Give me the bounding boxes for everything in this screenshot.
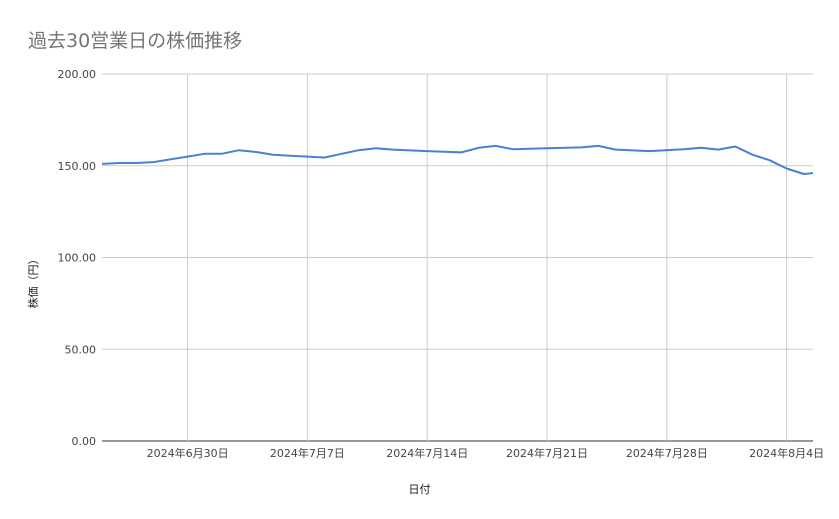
x-tick-label: 2024年7月28日 bbox=[626, 446, 708, 460]
y-tick-label: 50.00 bbox=[65, 343, 97, 356]
series-group bbox=[101, 144, 814, 175]
x-axis-label: 日付 bbox=[408, 483, 431, 496]
series-line bbox=[101, 144, 814, 175]
y-tick-labels: 0.00 50.00 100.00 150.00 200.00 bbox=[58, 68, 97, 448]
x-tick-label: 2024年7月7日 bbox=[270, 446, 345, 460]
grid-lines bbox=[102, 73, 813, 442]
y-axis-label: 株価（円） bbox=[27, 253, 40, 309]
x-tick-label: 2024年8月4日 bbox=[749, 446, 824, 460]
y-tick-label: 150.00 bbox=[58, 160, 97, 173]
x-tick-label: 2024年7月14日 bbox=[386, 446, 468, 460]
x-tick-labels: 2024年6月30日 2024年7月7日 2024年7月14日 2024年7月21日 2… bbox=[147, 446, 825, 460]
x-tick-label: 2024年6月30日 bbox=[147, 446, 229, 460]
y-tick-label: 0.00 bbox=[72, 435, 97, 448]
x-tick-label: 2024年7月21日 bbox=[506, 446, 588, 460]
y-tick-label: 100.00 bbox=[58, 252, 97, 265]
y-tick-label: 200.00 bbox=[58, 68, 97, 81]
chart-title: 過去30営業日の株価推移 bbox=[28, 30, 243, 52]
